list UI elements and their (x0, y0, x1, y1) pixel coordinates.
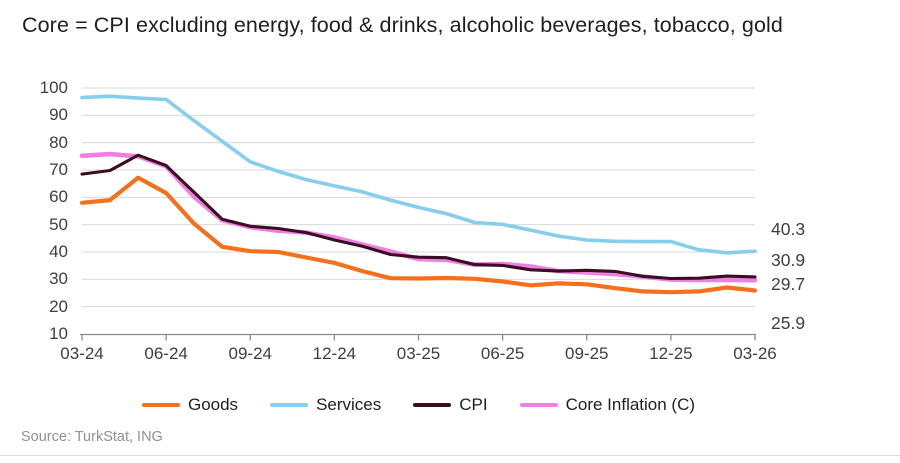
source-note: Source: TurkStat, ING (21, 429, 163, 445)
end-value-label-40.3: 40.3 (771, 219, 806, 239)
end-value-label-29.7: 29.7 (771, 274, 806, 294)
legend-swatch-services (270, 403, 309, 407)
legend-swatch-cpi (413, 403, 452, 407)
bottom-divider (0, 455, 900, 456)
y-tick-label-80: 80 (49, 132, 68, 152)
series-line-services (80, 94, 757, 255)
legend-label-goods: Goods (187, 395, 239, 414)
x-tick-label-12-25: 12-25 (649, 344, 693, 363)
series-line-goods (79, 175, 758, 295)
y-tick-label-10: 10 (49, 324, 68, 343)
series-line-core-inflation-c (79, 151, 758, 283)
x-tick-label-06-25: 06-25 (480, 344, 525, 363)
legend-label-core-inflation-c: Core Inflation (C) (565, 395, 696, 414)
y-tick-label-90: 90 (49, 105, 68, 125)
x-tick-label-03-26: 03-26 (733, 344, 777, 363)
legend-item-services: Services (270, 395, 381, 415)
legend-label-services: Services (316, 395, 382, 414)
x-tick-label-09-24: 09-24 (228, 344, 272, 363)
x-tick-label-03-25: 03-25 (396, 344, 441, 363)
chart-legend: Goods Services CPI Core Inflation (C) (82, 392, 755, 418)
y-tick-label-60: 60 (49, 187, 68, 207)
y-tick-label-50: 50 (49, 214, 68, 234)
end-value-label-30.9: 30.9 (771, 250, 806, 270)
legend-item-goods: Goods (141, 395, 239, 415)
x-tick-label-03-24: 03-24 (60, 344, 104, 363)
y-tick-label-20: 20 (49, 296, 68, 316)
y-tick-label-70: 70 (49, 160, 68, 179)
end-value-label-25.9: 25.9 (771, 313, 806, 333)
legend-label-cpi: CPI (459, 395, 488, 414)
legend-swatch-goods (141, 403, 180, 407)
x-tick-label-12-24: 12-24 (312, 344, 357, 363)
x-tick-label-09-25: 09-25 (565, 344, 609, 363)
series-line-cpi (80, 153, 757, 281)
chart-title: Core = CPI excluding energy, food & drin… (22, 13, 783, 37)
legend-item-cpi: CPI (413, 395, 488, 415)
x-tick-label-06-24: 06-24 (144, 344, 188, 363)
y-tick-label-30: 30 (49, 269, 68, 289)
legend-swatch-core-inflation-c (519, 403, 558, 407)
y-tick-label-100: 100 (39, 78, 68, 97)
legend-item-core-inflation-c: Core Inflation (C) (519, 395, 696, 415)
y-tick-label-40: 40 (49, 242, 68, 261)
